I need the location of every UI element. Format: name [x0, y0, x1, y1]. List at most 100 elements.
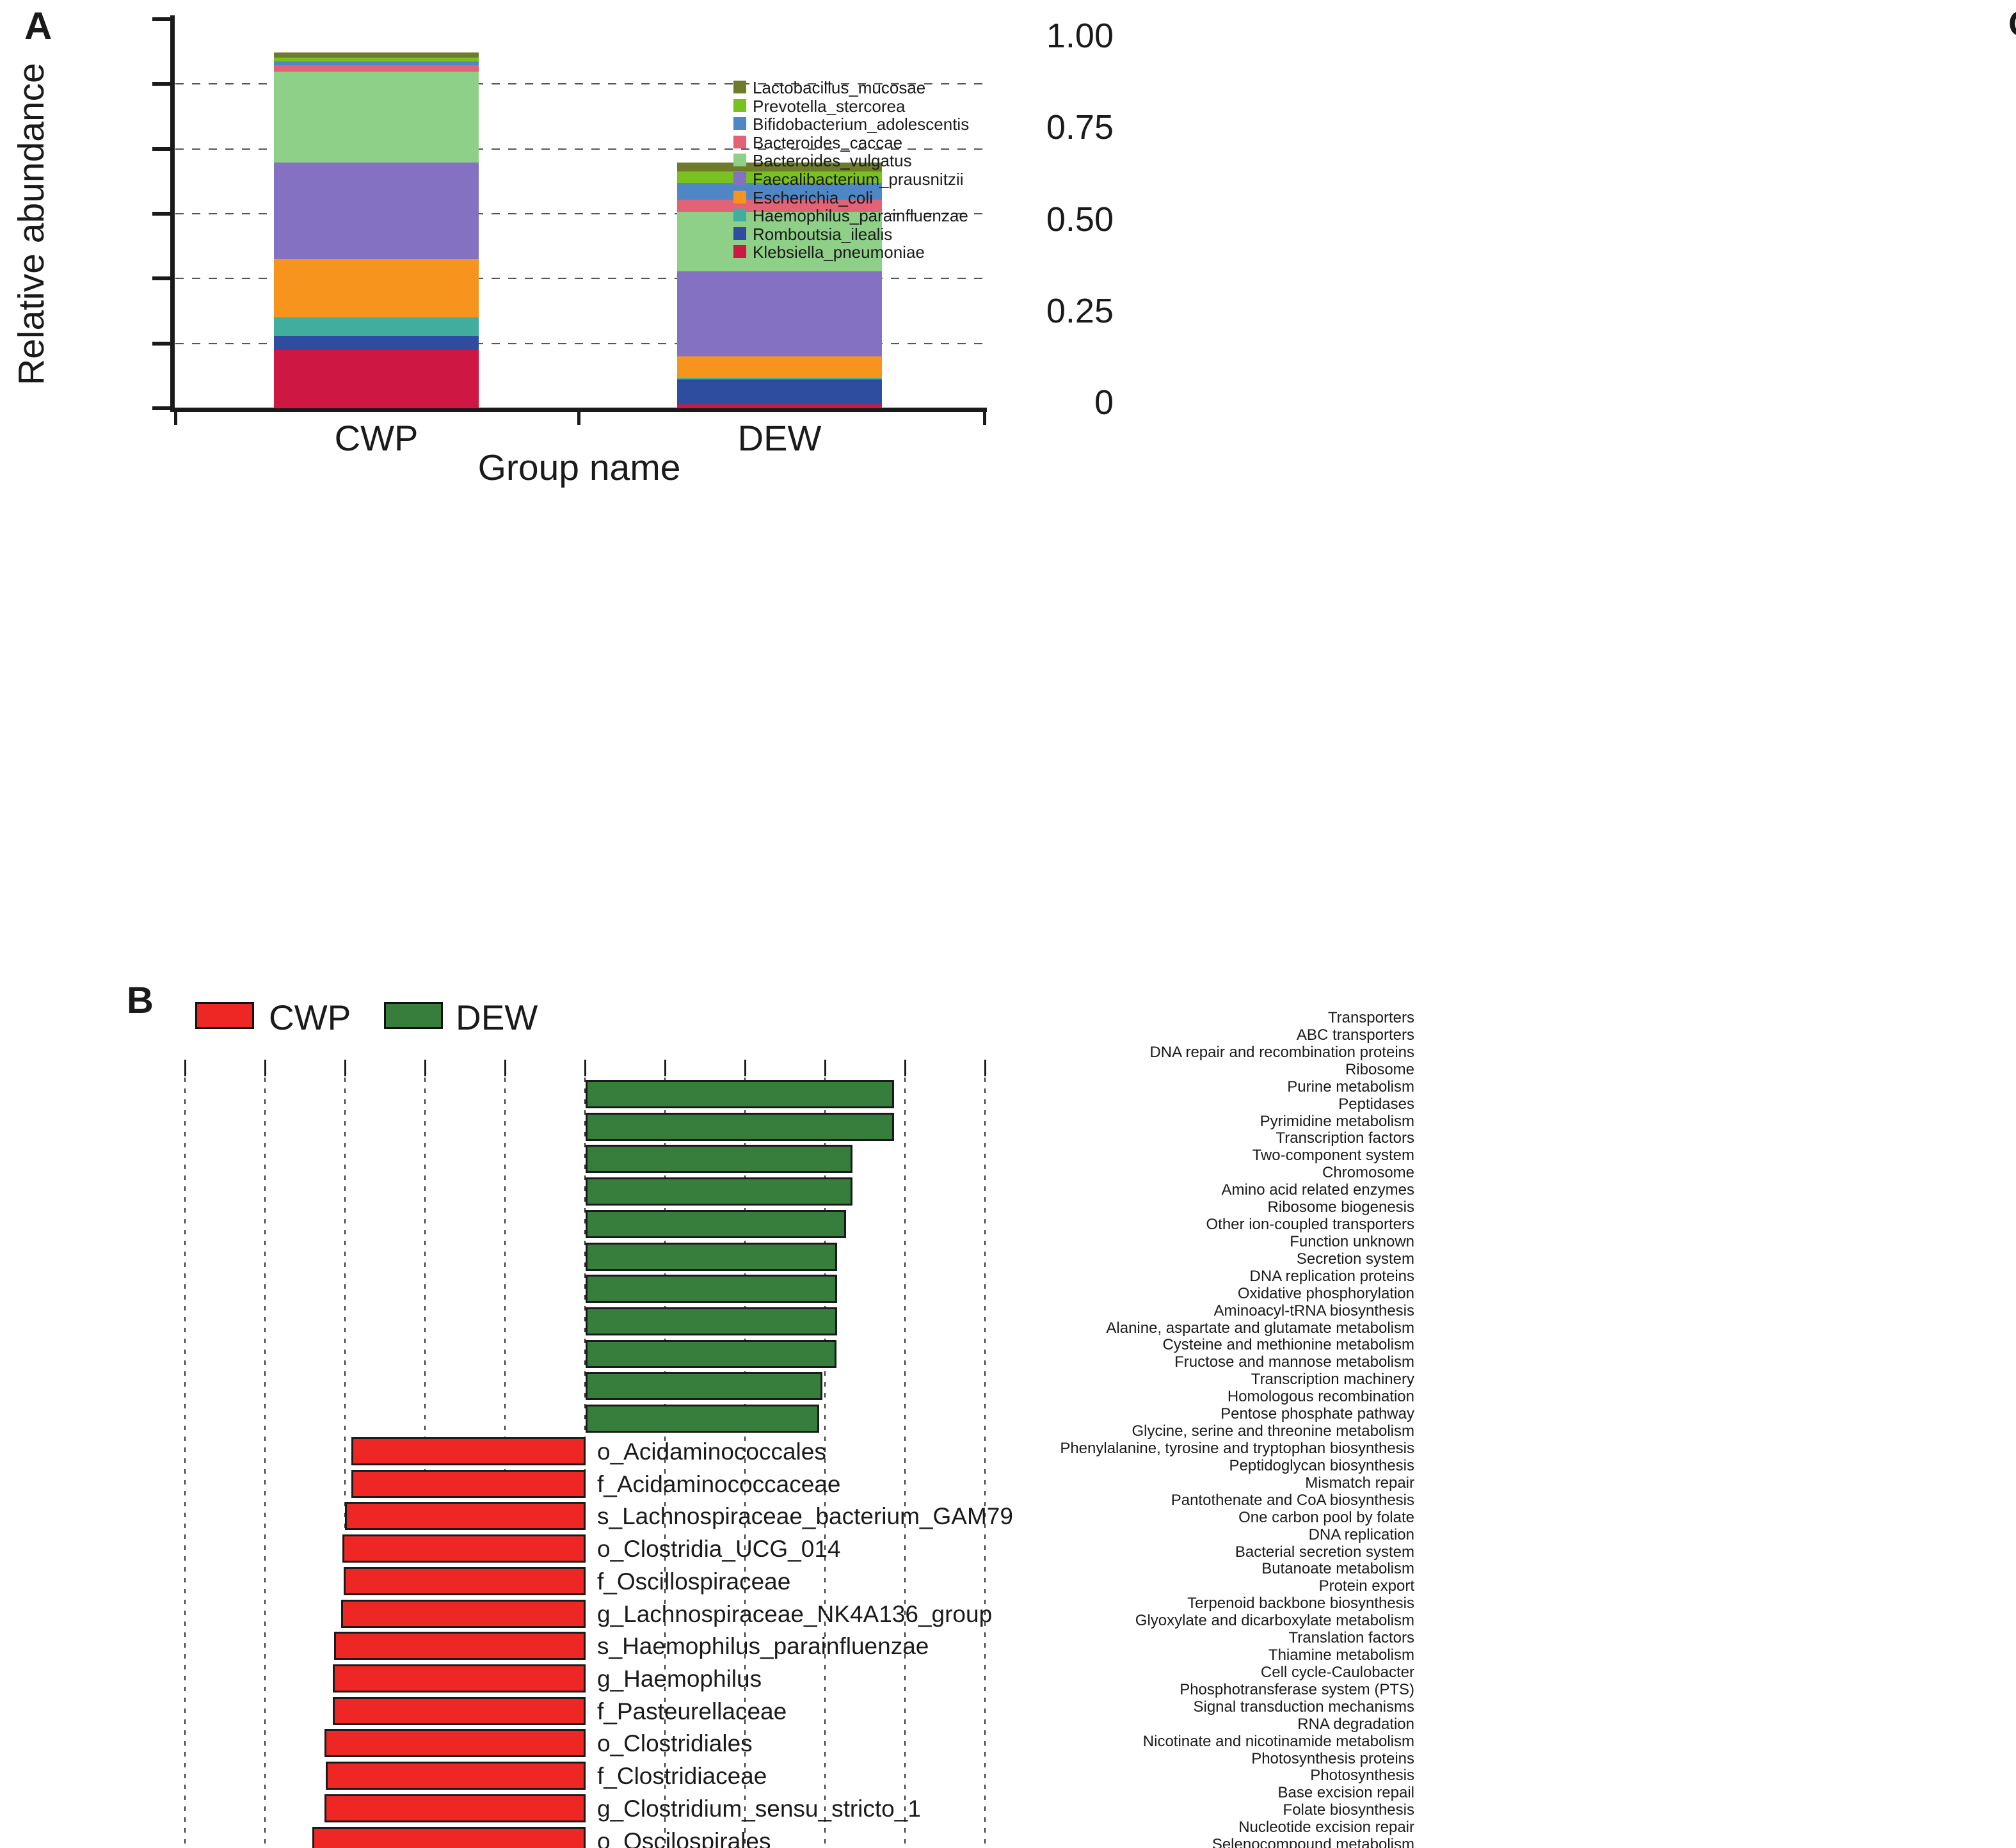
lda-bar-label: g_Lachnospiraceae_NK4A136_group	[597, 1600, 993, 1627]
y-tick-label: 0	[1094, 383, 1114, 422]
legend-label-Haemophilus_parainfluenzae: Haemophilus_parainfluenzae	[753, 206, 968, 226]
row-label: Alanine, aspartate and glutamate metabol…	[1106, 1319, 1414, 1337]
y-tick-mark	[152, 147, 173, 151]
gridline-tick-top	[584, 1060, 586, 1076]
lda-bar-label: f_Oscillospiraceae	[597, 1568, 791, 1595]
gridline-dotted	[824, 1078, 826, 1848]
stack-segment-Klebsiella_pneumoniae	[677, 404, 882, 408]
gridline-dashed	[175, 342, 986, 344]
row-label: DNA repair and recombination proteins	[1149, 1043, 1414, 1061]
stack-segment-Romboutsia_ilealis	[677, 379, 882, 404]
gridline-dotted	[264, 1078, 266, 1848]
row-label: Photosynthesis proteins	[1251, 1749, 1414, 1767]
legend-swatch-Escherichia_coli	[733, 190, 746, 203]
stack-segment-Lactobacillus_mucosae	[274, 52, 479, 58]
gridline-dashed	[175, 212, 986, 214]
row-label: Nucleotide excision repair	[1238, 1819, 1414, 1836]
row-label: Butanoate metabolism	[1261, 1560, 1414, 1578]
gridline-tick-top	[824, 1060, 826, 1076]
row-label: Pyrimidine metabolism	[1260, 1112, 1414, 1130]
lda-bar-dew	[586, 1372, 822, 1401]
lda-bar-cwp	[334, 1632, 586, 1661]
gridline-dotted	[744, 1078, 746, 1848]
stack-segment-Bacteroides_vulgatus	[677, 211, 882, 271]
lda-bar-cwp	[324, 1729, 586, 1758]
row-label: Nicotinate and nicotinamide metabolism	[1142, 1732, 1414, 1750]
lda-bar-cwp	[325, 1762, 586, 1790]
stack-segment-Bacteroides_vulgatus	[274, 72, 479, 163]
gridline-dotted	[664, 1078, 666, 1848]
stack-segment-Haemophilus_parainfluenzae	[274, 317, 479, 336]
y-axis-line	[170, 15, 175, 412]
gridline-tick-top	[664, 1060, 666, 1076]
lda-bar-label: o_Oscilospirales	[597, 1828, 771, 1848]
row-label: ABC transporters	[1296, 1026, 1414, 1044]
legend-label-Bifidobacterium_adolescentis: Bifidobacterium_adolescentis	[753, 115, 970, 134]
row-label: Bacterial secretion system	[1235, 1543, 1414, 1561]
gridline-dotted	[904, 1078, 906, 1848]
lda-bar-label: s_Lachnospiraceae_bacterium_GAM79	[597, 1503, 1013, 1530]
legend-label-Bacteroides_caccae: Bacteroides_caccae	[753, 132, 903, 152]
stack-segment-Bacteroides_caccae	[274, 65, 479, 72]
lda-bar-cwp	[343, 1566, 586, 1595]
row-label: Protein export	[1318, 1577, 1414, 1595]
row-label: Aminoacyl-tRNA biosynthesis	[1213, 1302, 1414, 1319]
stack-segment-Haemophilus_parainfluenzae	[677, 378, 882, 380]
lda-bar-cwp	[324, 1794, 586, 1822]
lda-bar-cwp	[340, 1599, 586, 1628]
lda-bar-label: f_Pasteurellaceae	[597, 1698, 787, 1725]
lda-bar-dew	[586, 1275, 837, 1303]
legend-label-Romboutsia_ilealis: Romboutsia_ilealis	[753, 224, 893, 244]
row-label: Cysteine and methionine metabolism	[1162, 1336, 1414, 1354]
y-tick-label: 0.75	[1046, 108, 1114, 147]
lda-bar-cwp	[333, 1664, 586, 1693]
lda-bar-label: o_Clostridiales	[597, 1730, 753, 1757]
gridline-tick-top	[264, 1060, 266, 1076]
gridline-dotted	[984, 1078, 986, 1848]
gridline-dotted	[184, 1078, 186, 1848]
y-tick-mark	[152, 211, 173, 216]
legend-swatch-Lactobacillus_mucosae	[733, 81, 746, 93]
row-label: Thiamine metabolism	[1268, 1646, 1414, 1664]
legend-swatch-Haemophilus_parainfluenzae	[733, 209, 746, 222]
row-label: Cell cycle-Caulobacter	[1260, 1663, 1414, 1681]
row-label: Phenylalanine, tyrosine and tryptophan b…	[1060, 1440, 1414, 1457]
row-label: Transcription machinery	[1251, 1371, 1414, 1389]
legend-label-Prevotella_stercorea: Prevotella_stercorea	[753, 96, 906, 116]
row-label: Transcription factors	[1276, 1129, 1414, 1147]
lda-bar-dew	[586, 1339, 836, 1368]
panel-a-x-axis-title: Group name	[477, 447, 681, 488]
legend-swatch-dew	[384, 1002, 443, 1029]
legend-swatch-Bacteroides_vulgatus	[733, 154, 746, 167]
panel-a-letter: A	[24, 4, 52, 47]
stack-segment-Bifidobacterium_adolescentis	[274, 61, 479, 65]
row-label: Mismatch repair	[1305, 1474, 1414, 1492]
row-label: Glyoxylate and dicarboxylate metabolism	[1135, 1612, 1414, 1630]
panel-c-letter: C	[2008, 3, 2016, 44]
stack-segment-Escherichia_coli	[274, 259, 479, 318]
lda-bar-label: s_Haemophilus_parainfluenzae	[597, 1633, 929, 1660]
legend-label-Escherichia_coli: Escherichia_coli	[753, 187, 873, 207]
lda-bar-cwp	[333, 1696, 586, 1725]
x-axis-line	[170, 408, 987, 412]
lda-bar-cwp	[351, 1469, 586, 1498]
row-label: Chromosome	[1322, 1164, 1414, 1182]
row-label: Oxidative phosphorylation	[1237, 1284, 1414, 1302]
lda-bar-cwp	[351, 1437, 586, 1465]
lda-bar-label: o_Clostridia_UCG_014	[597, 1536, 841, 1563]
stack-segment-Prevotella_stercorea	[677, 171, 882, 183]
lda-bar-dew	[586, 1112, 895, 1141]
panel-a-y-axis-title: Relative abundance	[11, 63, 52, 385]
row-label: Peptidases	[1338, 1095, 1414, 1113]
legend-label-Faecalibacterium_prausnitzii: Faecalibacterium_prausnitzii	[753, 170, 964, 189]
y-tick-label: 0.25	[1046, 291, 1114, 330]
row-label: Peptidoglycan biosynthesis	[1229, 1456, 1414, 1474]
panel-c-stacked-function-chart: C Relative abundance Group name 1.000.75…	[998, 0, 2016, 499]
lda-bar-label: o_Acidaminococcales	[597, 1438, 826, 1465]
lda-bar-dew	[586, 1177, 852, 1206]
y-tick-mark	[152, 341, 173, 346]
row-label: Ribosome biogenesis	[1267, 1199, 1414, 1216]
lda-bar-dew	[586, 1307, 837, 1336]
row-label: Secretion system	[1296, 1250, 1414, 1268]
